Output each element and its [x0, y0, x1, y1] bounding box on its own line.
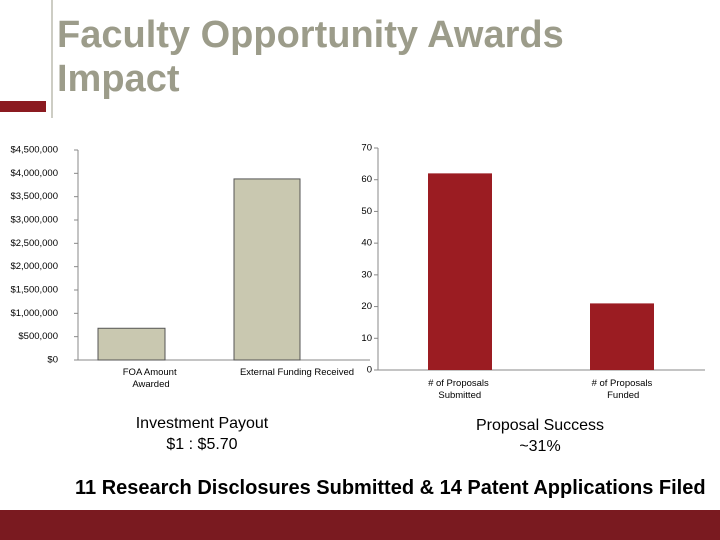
y-tick-label: 40 — [361, 238, 372, 249]
y-tick-label: $4,000,000 — [10, 168, 58, 179]
y-tick-label: $2,000,000 — [10, 261, 58, 272]
y-tick-label: 50 — [361, 206, 372, 217]
y-tick-label: $3,500,000 — [10, 191, 58, 202]
x-tick-label: External Funding Received — [240, 367, 354, 378]
y-tick-label: 60 — [361, 174, 372, 185]
y-tick-label: $0 — [47, 355, 58, 366]
y-tick-label: 10 — [361, 333, 372, 344]
y-tick-label: $1,000,000 — [10, 308, 58, 319]
y-tick-label: 30 — [361, 269, 372, 280]
annotation: ~31% — [519, 438, 560, 455]
bar — [428, 173, 492, 370]
x-tick-label: # of Proposals Submitted — [428, 378, 491, 401]
x-tick-label: # of Proposals Funded — [592, 378, 655, 401]
bar — [590, 303, 654, 370]
footnote: 11 Research Disclosures Submitted & 14 P… — [75, 477, 706, 499]
annotation: $1 : $5.70 — [166, 436, 237, 453]
y-tick-label: $500,000 — [18, 331, 58, 342]
y-tick-label: 70 — [361, 143, 372, 154]
annotation: Investment Payout — [136, 415, 269, 432]
footer-band — [0, 510, 720, 540]
y-tick-label: $2,500,000 — [10, 238, 58, 249]
y-tick-label: $3,000,000 — [10, 215, 58, 226]
bar — [233, 178, 301, 361]
slide-title: Faculty Opportunity Awards Impact — [57, 14, 574, 100]
title-accent — [0, 101, 46, 112]
annotation: Proposal Success — [476, 417, 604, 434]
y-tick-label: 20 — [361, 301, 372, 312]
y-tick-label: $1,500,000 — [10, 285, 58, 296]
bar — [97, 327, 166, 361]
y-tick-label: $4,500,000 — [10, 145, 58, 156]
x-tick-label: FOA Amount Awarded — [123, 367, 180, 390]
y-tick-label: 0 — [367, 365, 372, 376]
